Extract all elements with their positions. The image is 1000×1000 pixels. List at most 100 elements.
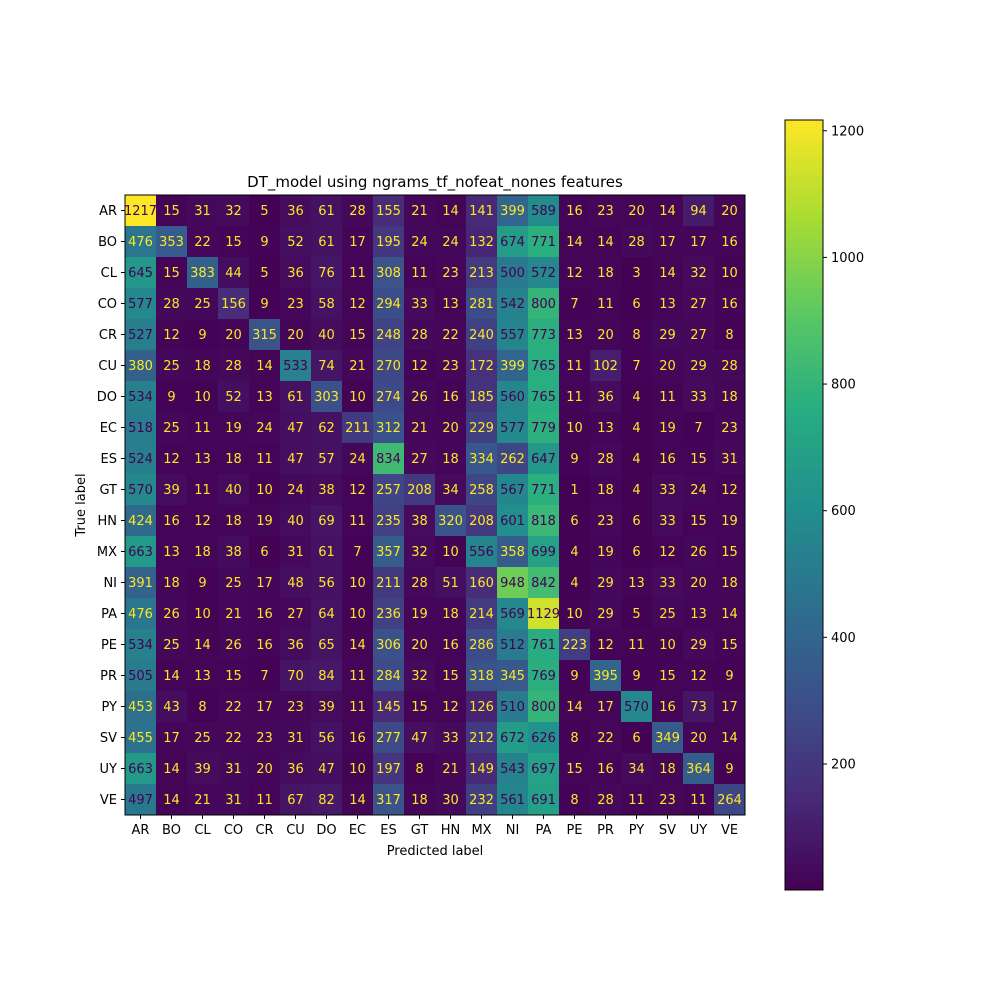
- heatmap-cell: [373, 257, 405, 289]
- cell-value-label: 294: [376, 297, 401, 312]
- heatmap-cell: [342, 474, 374, 506]
- heatmap-cell: [249, 195, 281, 227]
- heatmap-cell: [652, 753, 684, 785]
- cell-value-label: 4: [632, 452, 640, 467]
- cell-value-label: 11: [411, 266, 428, 281]
- heatmap-cell: [404, 722, 436, 754]
- heatmap-cell: [218, 195, 250, 227]
- cell-value-label: 20: [597, 328, 614, 343]
- cell-value-label: 589: [531, 204, 556, 219]
- cell-value-label: 20: [411, 638, 428, 653]
- heatmap-cell: [590, 598, 622, 630]
- cell-value-label: 399: [500, 204, 525, 219]
- heatmap-cell: [280, 567, 312, 599]
- cell-value-label: 9: [198, 328, 206, 343]
- heatmap-cell: [714, 691, 746, 723]
- heatmap-cell: [280, 350, 312, 382]
- heatmap-cell: [218, 288, 250, 320]
- cell-value-label: 765: [531, 359, 556, 374]
- heatmap-cell: [621, 226, 653, 258]
- heatmap-cell: [590, 319, 622, 351]
- heatmap-cell: [125, 629, 157, 661]
- heatmap-cell: [590, 784, 622, 816]
- heatmap-cell: [125, 288, 157, 320]
- cell-value-label: 212: [469, 731, 494, 746]
- heatmap-cell: [187, 660, 219, 692]
- cell-value-label: 36: [287, 266, 304, 281]
- heatmap-cell: [590, 226, 622, 258]
- y-tick-label: EC: [100, 421, 117, 436]
- cell-value-label: 15: [163, 204, 180, 219]
- heatmap-cell: [125, 660, 157, 692]
- cell-value-label: 10: [194, 390, 211, 405]
- cell-value-label: 10: [659, 638, 676, 653]
- heatmap-cell: [497, 257, 529, 289]
- heatmap-cell: [621, 319, 653, 351]
- cell-value-label: 23: [287, 297, 304, 312]
- cell-value-label: 10: [349, 576, 366, 591]
- heatmap-cell: [249, 784, 281, 816]
- cell-value-label: 33: [411, 297, 428, 312]
- cell-value-label: 842: [531, 576, 556, 591]
- x-tick-label: UY: [690, 823, 708, 838]
- heatmap-cell: [187, 691, 219, 723]
- heatmap-cell: [497, 784, 529, 816]
- y-tick-label: PE: [101, 638, 117, 653]
- cell-value-label: 23: [597, 204, 614, 219]
- heatmap-cell: [218, 784, 250, 816]
- heatmap-cell: [466, 505, 498, 537]
- cell-value-label: 58: [318, 297, 335, 312]
- cell-value-label: 357: [376, 545, 401, 560]
- heatmap-cell: [497, 474, 529, 506]
- y-tick-label: MX: [97, 545, 117, 560]
- heatmap-cell: [559, 598, 591, 630]
- heatmap-cell: [280, 381, 312, 413]
- heatmap-cell: [187, 505, 219, 537]
- cell-value-label: 145: [376, 700, 401, 715]
- cell-value-label: 306: [376, 638, 401, 653]
- cell-value-label: 28: [597, 452, 614, 467]
- cell-value-label: 67: [287, 793, 304, 808]
- heatmap-cell: [280, 412, 312, 444]
- heatmap-cell: [187, 288, 219, 320]
- cell-value-label: 18: [659, 762, 676, 777]
- cell-value-label: 8: [632, 328, 640, 343]
- cell-value-label: 10: [566, 421, 583, 436]
- heatmap-cell: [683, 288, 715, 320]
- heatmap-cell: [311, 288, 343, 320]
- y-axis-label: True label: [74, 473, 89, 537]
- cell-value-label: 236: [376, 607, 401, 622]
- cell-value-label: 8: [725, 328, 733, 343]
- heatmap-cell: [714, 226, 746, 258]
- cell-value-label: 21: [225, 607, 242, 622]
- heatmap-cell: [714, 474, 746, 506]
- heatmap-cell: [621, 660, 653, 692]
- heatmap-cell: [621, 722, 653, 754]
- cell-value-label: 270: [376, 359, 401, 374]
- heatmap-cell: [280, 660, 312, 692]
- cell-value-label: 82: [318, 793, 335, 808]
- heatmap-cell: [590, 505, 622, 537]
- heatmap-cell: [528, 412, 560, 444]
- heatmap-cell: [311, 350, 343, 382]
- heatmap-cell: [652, 598, 684, 630]
- cell-value-label: 264: [717, 793, 742, 808]
- x-tick-label: PY: [629, 823, 645, 838]
- cell-value-label: 534: [128, 638, 153, 653]
- heatmap-cell: [125, 505, 157, 537]
- x-tick-label: DO: [316, 823, 336, 838]
- cell-value-label: 383: [190, 266, 215, 281]
- cell-value-label: 14: [442, 204, 459, 219]
- cell-value-label: 518: [128, 421, 153, 436]
- cell-value-label: 21: [349, 359, 366, 374]
- cell-value-label: 9: [260, 235, 268, 250]
- cell-value-label: 16: [659, 452, 676, 467]
- heatmap-cell: [528, 598, 560, 630]
- cell-value-label: 258: [469, 483, 494, 498]
- heatmap-cell: [621, 784, 653, 816]
- heatmap-cell: [373, 443, 405, 475]
- heatmap-cell: [528, 443, 560, 475]
- cell-value-label: 11: [628, 793, 645, 808]
- cell-value-label: 771: [531, 235, 556, 250]
- heatmap-cell: [714, 350, 746, 382]
